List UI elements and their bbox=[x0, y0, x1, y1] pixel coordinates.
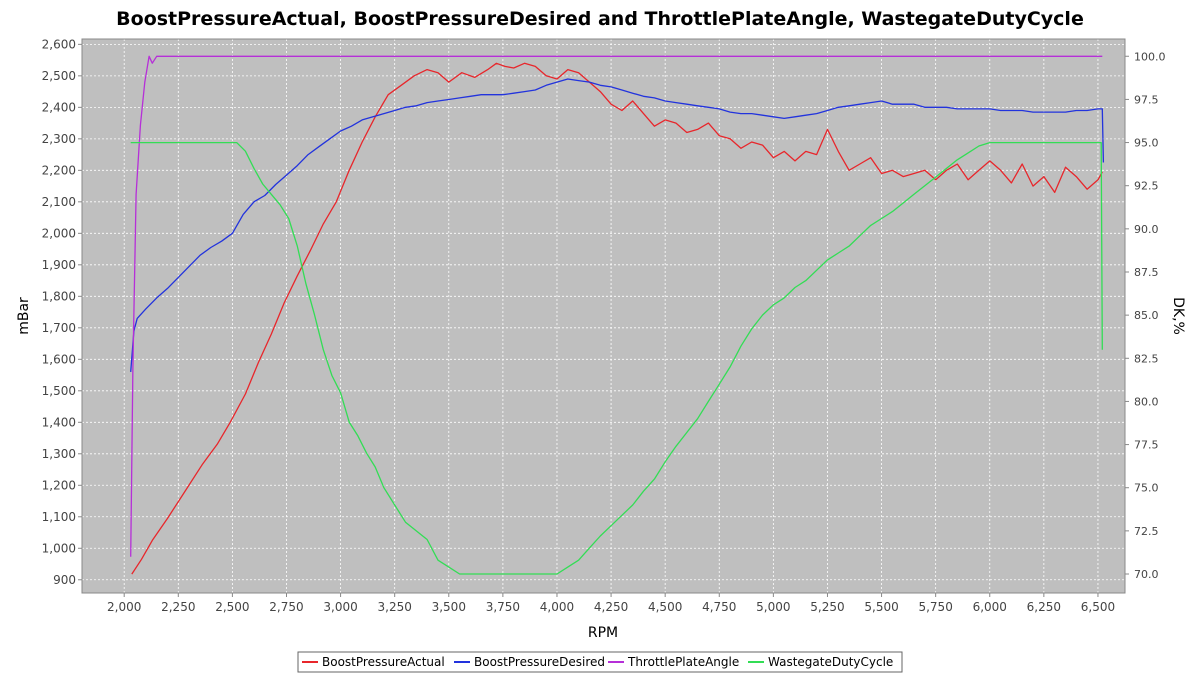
x-tick-label: 4,000 bbox=[540, 600, 574, 614]
y2-tick-label: 82.5 bbox=[1134, 352, 1159, 365]
y-tick-label: 2,300 bbox=[42, 132, 76, 146]
y2-tick-label: 95.0 bbox=[1134, 137, 1159, 150]
y-tick-label: 2,500 bbox=[42, 69, 76, 83]
x-tick-label: 3,750 bbox=[486, 600, 520, 614]
series-line-BoostPressureActual bbox=[131, 62, 1103, 575]
y2-tick-label: 85.0 bbox=[1134, 309, 1159, 322]
y-tick-label: 1,400 bbox=[42, 415, 76, 429]
x-tick-label: 6,500 bbox=[1081, 600, 1115, 614]
x-tick-label: 5,500 bbox=[864, 600, 898, 614]
legend-item-BoostPressureActual: BoostPressureActual bbox=[302, 655, 445, 669]
series-line-BoostPressureDesired bbox=[130, 78, 1105, 372]
y2-tick-label: 100.0 bbox=[1134, 50, 1166, 63]
x-tick-label: 4,750 bbox=[702, 600, 736, 614]
legend: BoostPressureActual BoostPressureDesired T… bbox=[297, 651, 903, 673]
x-tick-label: 2,000 bbox=[107, 600, 141, 614]
series-layer bbox=[130, 55, 1105, 575]
legend-item-BoostPressureDesired: BoostPressureDesired bbox=[454, 655, 605, 669]
x-tick-label: 5,000 bbox=[756, 600, 790, 614]
y2-tick-label: 87.5 bbox=[1134, 266, 1159, 279]
grid-lines bbox=[82, 39, 1125, 593]
x-tick-label: 5,750 bbox=[918, 600, 952, 614]
y-tick-label: 1,000 bbox=[42, 541, 76, 555]
y2-tick-label: 70.0 bbox=[1134, 568, 1159, 581]
legend-item-ThrottlePlateAngle: ThrottlePlateAngle bbox=[608, 655, 739, 669]
y2-tick-label: 77.5 bbox=[1134, 439, 1159, 452]
plot-border bbox=[81, 38, 1126, 594]
legend-label: BoostPressureActual bbox=[322, 655, 445, 669]
x-tick-label: 4,250 bbox=[594, 600, 628, 614]
x-tick-label: 2,750 bbox=[269, 600, 303, 614]
y-tick-label: 1,200 bbox=[42, 478, 76, 492]
y2-tick-label: 90.0 bbox=[1134, 223, 1159, 236]
x-axis: 2,000 2,250 2,500 2,750 3,000 3,250 3,500 3,750… bbox=[107, 593, 1115, 614]
y-tick-label: 2,100 bbox=[42, 195, 76, 209]
y2-axis-label: DK,% bbox=[1170, 297, 1186, 335]
x-tick-label: 5,250 bbox=[810, 600, 844, 614]
legend-label: WastegateDutyCycle bbox=[768, 655, 893, 669]
y2-tick-label: 92.5 bbox=[1134, 180, 1159, 193]
y-tick-label: 1,900 bbox=[42, 258, 76, 272]
y-axis-right: 70.0 72.5 75.0 77.5 80.0 82.5 85.0 87.5 90.0 92.5… bbox=[1125, 50, 1166, 581]
y-tick-label: 1,700 bbox=[42, 321, 76, 335]
plot-area bbox=[82, 39, 1125, 593]
chart-title: BoostPressureActual, BoostPressureDesire… bbox=[116, 8, 1084, 30]
x-tick-label: 3,250 bbox=[378, 600, 412, 614]
x-tick-label: 2,250 bbox=[161, 600, 195, 614]
series-line-ThrottlePlateAngle bbox=[130, 55, 1103, 557]
x-tick-label: 3,500 bbox=[432, 600, 466, 614]
y-tick-label: 2,200 bbox=[42, 163, 76, 177]
y-tick-label: 2,400 bbox=[42, 100, 76, 114]
legend-item-WastegateDutyCycle: WastegateDutyCycle bbox=[748, 655, 893, 669]
y-tick-label: 1,600 bbox=[42, 352, 76, 366]
y-tick-label: 2,000 bbox=[42, 226, 76, 240]
legend-box bbox=[297, 651, 903, 673]
y-tick-label: 1,100 bbox=[42, 510, 76, 524]
legend-label: BoostPressureDesired bbox=[474, 655, 605, 669]
y2-tick-label: 97.5 bbox=[1134, 93, 1159, 106]
legend-label: ThrottlePlateAngle bbox=[627, 655, 739, 669]
y2-tick-label: 75.0 bbox=[1134, 482, 1159, 495]
y-tick-label: 2,600 bbox=[42, 37, 76, 51]
y2-tick-label: 80.0 bbox=[1134, 395, 1159, 408]
x-axis-label: RPM bbox=[588, 625, 618, 641]
y-tick-label: 1,300 bbox=[42, 447, 76, 461]
y-tick-label: 1,800 bbox=[42, 289, 76, 303]
x-tick-label: 4,500 bbox=[648, 600, 682, 614]
series-line-WastegateDutyCycle bbox=[130, 141, 1103, 575]
y-tick-label: 1,500 bbox=[42, 384, 76, 398]
y-tick-label: 900 bbox=[53, 573, 76, 587]
y2-tick-label: 72.5 bbox=[1134, 525, 1159, 538]
x-tick-label: 3,000 bbox=[323, 600, 357, 614]
x-tick-label: 2,500 bbox=[215, 600, 249, 614]
y-axis-left: 900 1,000 1,100 1,200 1,300 1,400 1,500 1,600 1,… bbox=[42, 37, 82, 587]
y-axis-label: mBar bbox=[16, 297, 32, 335]
x-tick-label: 6,000 bbox=[973, 600, 1007, 614]
x-tick-label: 6,250 bbox=[1027, 600, 1061, 614]
